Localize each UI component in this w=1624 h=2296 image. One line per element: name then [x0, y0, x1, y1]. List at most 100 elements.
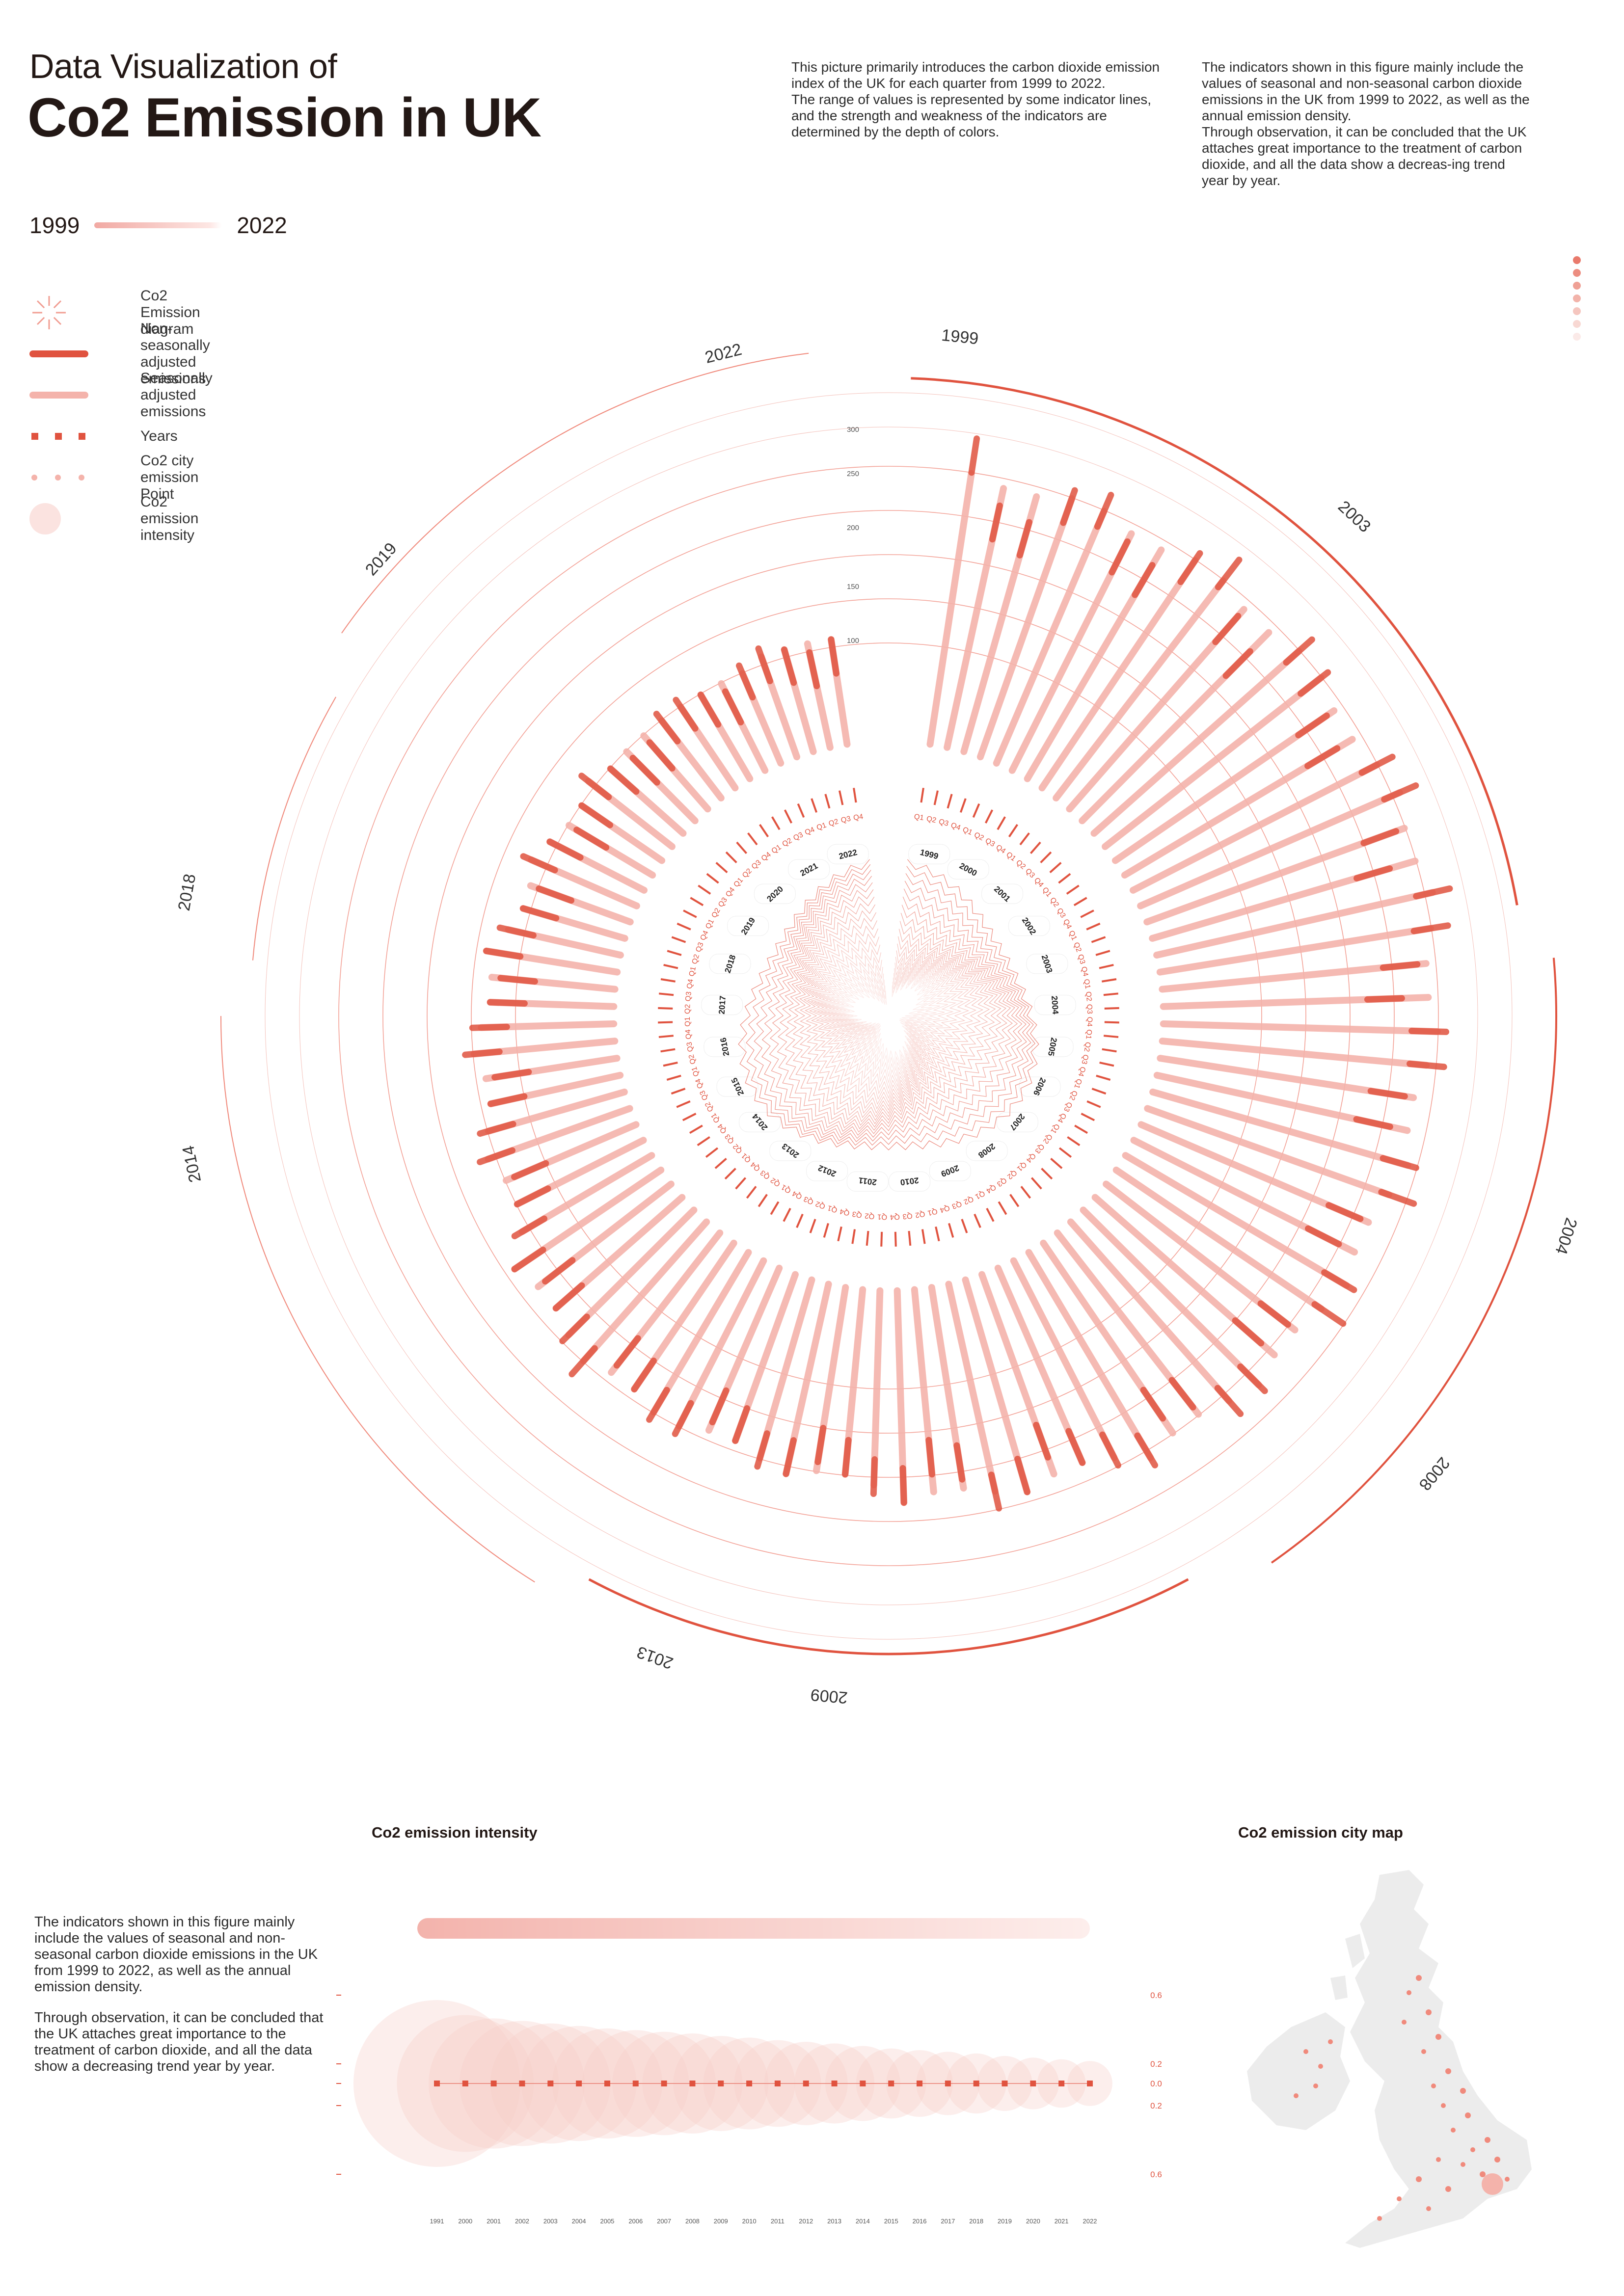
quarter-label: Q4 [724, 886, 737, 899]
quarter-label: Q3 [1024, 867, 1036, 880]
inner-contour [809, 932, 984, 1110]
ring [515, 642, 1262, 1389]
quarter-label: Q1 [732, 876, 745, 889]
intensity-x-label: 2006 [628, 2217, 643, 2225]
non-seasonal-bar [1304, 1225, 1342, 1248]
quarter-marker [1066, 884, 1080, 895]
quarter-marker [1009, 1194, 1020, 1207]
quarter-marker [1029, 841, 1041, 854]
intensity-x-label: 2019 [998, 2217, 1012, 2225]
year-pill [827, 844, 869, 864]
quarter-marker [659, 992, 674, 996]
quarter-marker [747, 832, 758, 846]
quarter-marker [959, 798, 967, 813]
non-seasonal-bar [1222, 648, 1253, 679]
seasonal-bar [1112, 1166, 1325, 1312]
intensity-point [746, 2081, 753, 2086]
inner-contour [812, 940, 977, 1105]
non-seasonal-bar [487, 999, 528, 1007]
period-arc [220, 1015, 535, 1583]
non-seasonal-bar [1232, 1317, 1265, 1347]
quarter-label: Q3 [684, 991, 693, 1002]
quarter-label: Q4 [949, 821, 962, 832]
legend-item: Co2 city emission Point [29, 453, 198, 502]
non-seasonal-bar [573, 827, 610, 851]
quarter-label: Q1 [704, 918, 716, 931]
year-pill [1034, 995, 1076, 1015]
quarter-marker [796, 1213, 804, 1228]
quarter-label: Q2 [973, 830, 985, 842]
quarter-marker [1067, 1136, 1081, 1147]
quarter-marker [1081, 1113, 1095, 1121]
non-seasonal-bar [520, 853, 558, 874]
non-seasonal-bar [1408, 1027, 1450, 1035]
non-seasonal-bar [1099, 1431, 1122, 1469]
period-arc [588, 1578, 1189, 1655]
quarter-marker [837, 1226, 842, 1242]
seasonal-bar [1160, 1020, 1441, 1035]
quarter-label: Q1 [1082, 978, 1092, 989]
seasonal-bar [1122, 1152, 1350, 1289]
intensity-point [860, 2081, 866, 2086]
quarter-label: Q3 [951, 1200, 963, 1211]
intensity-x-label: 2014 [856, 2217, 870, 2225]
intensity-x-label: 2018 [969, 2217, 983, 2225]
intensity-x-label: 2015 [884, 2217, 898, 2225]
non-seasonal-bar [497, 975, 538, 985]
quarter-label: Q3 [1076, 953, 1087, 965]
year-pill [947, 859, 989, 880]
quarter-marker [666, 1074, 681, 1081]
non-seasonal-bar [1380, 1155, 1419, 1171]
non-seasonal-bar [536, 885, 575, 904]
non-seasonal-bar [806, 649, 820, 690]
non-seasonal-bar [552, 1282, 585, 1311]
quarter-marker [714, 1157, 727, 1169]
legend-label: Co2 city emission Point [140, 453, 199, 502]
intensity-x-label: 2004 [572, 2217, 586, 2225]
quarter-label: Q2 [814, 1200, 827, 1211]
quarter-marker [985, 809, 994, 824]
year-pill [754, 883, 796, 904]
year-pill [704, 1037, 746, 1057]
color-scale-dots [1573, 256, 1581, 346]
year-pill [929, 1161, 971, 1181]
quarter-label: Q2 [781, 836, 793, 849]
intensity-chart: 1991 2000 2001 2002 2003 2004 2005 2006 2007 2008… [336, 1918, 1162, 2225]
legend: Co2 Emission diagram Non-seasonally adju… [29, 288, 213, 543]
quarter-label: Q3 [758, 1168, 771, 1181]
non-seasonal-bar [925, 1437, 935, 1478]
year-pill [709, 954, 751, 974]
seasonal-bar [1080, 1206, 1262, 1388]
intensity-point [888, 2081, 894, 2086]
quarter-label: Q3 [685, 1041, 695, 1052]
quarter-marker [880, 1231, 883, 1247]
non-seasonal-bar [568, 1345, 598, 1378]
inner-contour [815, 947, 971, 1100]
quarter-marker [921, 1229, 926, 1244]
quarter-marker [784, 809, 792, 824]
non-seasonal-bar [1177, 550, 1203, 585]
quarter-label: Q3 [902, 1211, 913, 1221]
quarter-marker [660, 978, 676, 983]
quarter-marker [947, 794, 953, 809]
quarter-label: Q3 [803, 1195, 815, 1206]
period-label: 1999 [941, 326, 979, 348]
year-label: 2010 [900, 1175, 920, 1187]
range-start: 1999 [29, 213, 80, 238]
seasonal-bar [976, 495, 1076, 761]
seasonal-bar [1149, 1088, 1411, 1169]
quarter-label: Q2 [1084, 991, 1093, 1002]
period-label: 2019 [362, 539, 401, 579]
radial-tick-label: 300 [847, 426, 859, 434]
quarter-label: Q4 [749, 1160, 762, 1173]
seasonal-bar [993, 507, 1108, 767]
non-seasonal-bar [477, 1121, 516, 1137]
legend-item: Co2 Emission diagram [29, 288, 200, 337]
inner-contour [802, 918, 996, 1119]
non-seasonal-bar [477, 1147, 515, 1166]
quarter-marker [1086, 1100, 1101, 1108]
non-seasonal-bar [1413, 885, 1453, 900]
quarter-label: Q1 [709, 1112, 722, 1124]
intensity-x-label: 2002 [515, 2217, 529, 2225]
non-seasonal-bar [755, 645, 773, 685]
